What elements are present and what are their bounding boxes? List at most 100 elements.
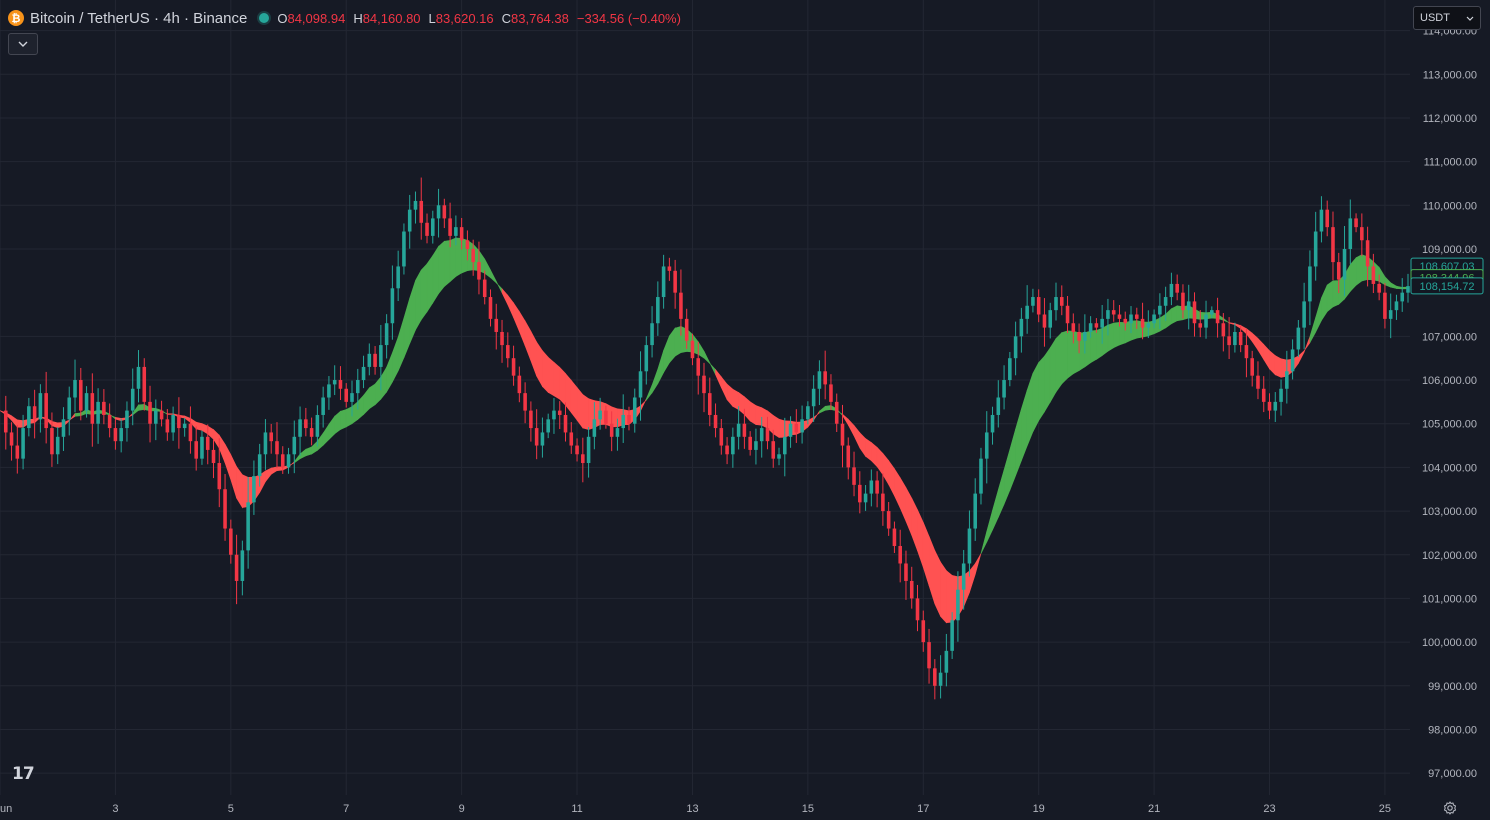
candle-body [275,441,279,455]
candle-body [246,502,250,551]
candle-body [690,340,695,359]
candle-body [102,401,106,415]
candle-body [852,467,856,485]
ribbon-segment [1113,321,1120,349]
candle-body [915,598,920,621]
ribbon-segment [1228,322,1236,326]
candle-body [667,266,672,271]
candle-body [765,428,770,442]
currency-select[interactable]: USDT [1413,6,1481,30]
candle-body [1388,310,1393,319]
candle-body [869,480,874,494]
time-tick-label: un [0,803,12,815]
price-tick-label: 105,000.00 [1422,419,1477,431]
candle-body [327,384,331,398]
candle-body [1129,314,1133,324]
ribbon-segment [674,326,682,357]
ribbon-segment [703,351,711,365]
price-tick-label: 106,000.00 [1422,375,1477,387]
candle-body [1290,349,1295,372]
ribbon-segment [669,327,676,364]
tradingview-logo[interactable]: 17 [12,764,35,784]
price-marker-box [1410,277,1484,295]
collapse-legend-button[interactable] [8,33,38,55]
chevron-down-icon [1466,16,1474,21]
ribbon-segment [455,237,462,277]
candle-body [1331,227,1335,263]
candle-body [840,423,845,446]
ribbon-segment [1003,449,1011,505]
price-tick-label: 100,000.00 [1422,637,1477,649]
candle-body [921,620,926,643]
symbol-title[interactable]: Bitcoin / TetherUS · 4h · Binance [30,9,248,27]
candle-body [1019,318,1024,337]
candle-body [32,406,37,420]
ribbon-segment [524,319,532,361]
candle-body [1244,345,1249,359]
price-marker: 108,154.72 [1410,277,1484,295]
ribbon-segment [311,440,318,455]
candle-body [1158,305,1162,315]
candle-body [661,266,666,298]
ribbon-segment [1223,317,1230,324]
candle-body [1238,331,1243,346]
ribbon-segment [230,454,237,499]
ribbon-segment [882,452,889,486]
ribbon-segment [1378,266,1386,286]
ribbon-segment [444,239,451,288]
candle-body [321,397,325,415]
candle-body [1140,318,1145,328]
candle-body [459,227,464,241]
candle-body [950,620,954,651]
candle-body [1002,380,1006,398]
time-tick-label: 25 [1379,803,1391,815]
ribbon-segment [986,510,993,543]
ribbon-segment [905,487,913,536]
candle-body [990,414,995,433]
ribbon-segment [369,383,376,410]
candle-body [396,266,400,289]
ribbon-segment [386,352,393,393]
candle-body [50,428,54,455]
candle-body [702,375,706,394]
ribbon-segment [415,269,422,332]
candle-body [552,410,556,420]
ribbon-segment [888,459,895,496]
ribbon-segment [519,310,526,346]
candle-body [1048,310,1053,328]
time-tick-label: 7 [343,803,349,815]
candle-body [632,397,637,424]
candle-body [436,205,441,219]
ribbon-segment [1090,330,1097,364]
candle-body [269,432,274,442]
candle-body [159,410,164,420]
ribbon-segment [397,317,405,372]
candle-body [188,423,193,442]
ribbon-segment [224,444,232,480]
ribbon-segment [276,466,284,471]
ribbon-segment [507,294,514,318]
price-tick-label: 103,000.00 [1422,506,1477,518]
ribbon-segment [1130,320,1138,341]
candle-body [211,449,216,464]
ribbon-segment [645,385,653,401]
candle-body [794,423,799,433]
candle-body [1348,218,1353,249]
chart-settings-button[interactable] [1441,799,1459,817]
price-tick-label: 109,000.00 [1422,244,1477,256]
candle-body [1083,331,1087,341]
candle-body [1042,314,1047,328]
ribbon-segment [749,401,757,426]
ribbon-segment [213,428,220,450]
time-tick-label: 9 [459,803,465,815]
low-label: L [428,10,436,26]
ribbon-segment [270,466,278,475]
candle-body [1261,388,1266,402]
candle-body [1077,331,1081,341]
candle-body [1313,231,1318,267]
candle-body [344,388,349,402]
ribbon-segment [218,434,226,464]
